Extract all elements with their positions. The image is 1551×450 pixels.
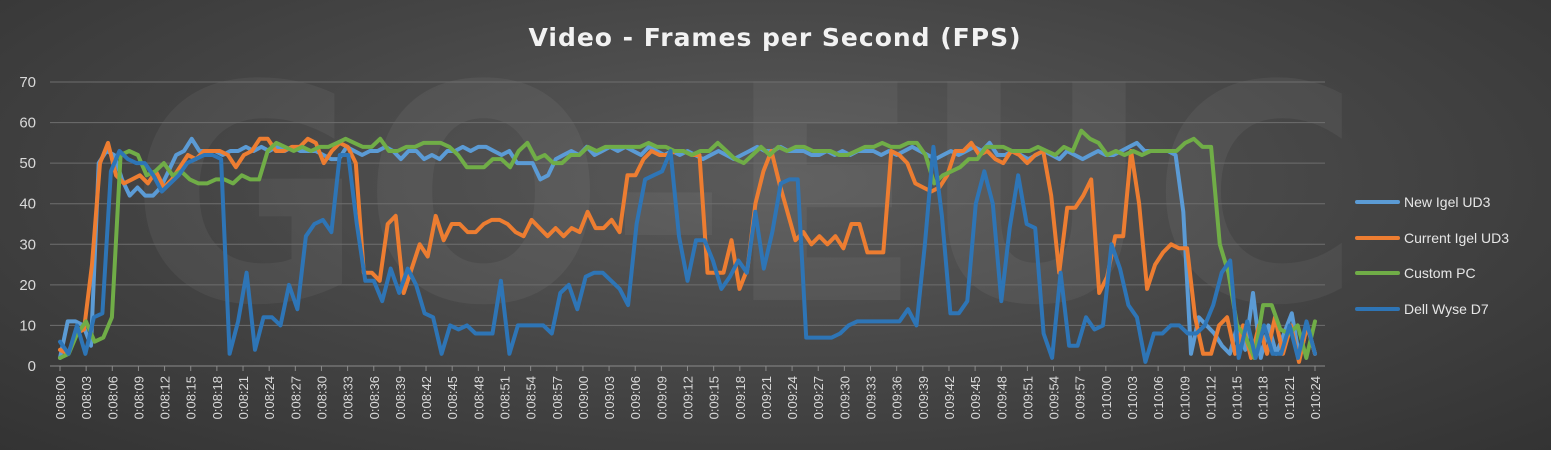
x-tick-label: 0:09:48 xyxy=(994,376,1009,419)
x-tick-label: 0:08:27 xyxy=(288,376,303,419)
x-tick-label: 0:09:27 xyxy=(811,376,826,419)
x-tick-label: 0:08:18 xyxy=(210,376,225,419)
chart-title: Video - Frames per Second (FPS) xyxy=(528,23,1021,52)
x-tick-label: 0:08:09 xyxy=(131,376,146,419)
y-tick-label: 60 xyxy=(19,115,36,132)
y-tick-label: 40 xyxy=(19,196,36,213)
x-tick-label: 0:10:06 xyxy=(1151,376,1166,419)
x-axis-ticks: 0:08:00 0:08:03 0:08:06 0:08:09 0:08:12 0:08:… xyxy=(53,366,1323,419)
x-tick-label: 0:09:45 xyxy=(968,376,983,419)
x-tick-label: 0:08:48 xyxy=(471,376,486,419)
x-tick-label: 0:09:30 xyxy=(837,376,852,419)
x-tick-label: 0:08:54 xyxy=(524,376,539,419)
y-tick-label: 70 xyxy=(19,74,36,91)
x-tick-label: 0:10:00 xyxy=(1099,376,1114,419)
y-tick-label: 20 xyxy=(19,277,36,294)
x-tick-label: 0:08:12 xyxy=(158,376,173,419)
x-tick-label: 0:10:03 xyxy=(1125,376,1140,419)
legend-label: Current Igel UD3 xyxy=(1404,230,1509,246)
x-tick-label: 0:09:00 xyxy=(576,376,591,419)
x-tick-label: 0:09:12 xyxy=(681,376,696,419)
x-tick-label: 0:10:15 xyxy=(1230,376,1245,419)
x-tick-label: 0:08:15 xyxy=(184,376,199,419)
series-lines xyxy=(58,128,1317,364)
x-tick-label: 0:09:06 xyxy=(628,376,643,419)
series-line-dell-wyse-d7 xyxy=(58,144,1317,364)
x-tick-label: 0:10:18 xyxy=(1256,376,1271,419)
legend-label: Dell Wyse D7 xyxy=(1404,301,1489,317)
x-tick-label: 0:09:09 xyxy=(654,376,669,419)
y-tick-label: 10 xyxy=(19,317,36,334)
x-tick-label: 0:09:42 xyxy=(942,376,957,419)
x-tick-label: 0:09:39 xyxy=(916,376,931,419)
legend-label: Custom PC xyxy=(1404,265,1476,281)
y-tick-label: 50 xyxy=(19,155,36,172)
x-tick-label: 0:09:24 xyxy=(785,376,800,419)
legend-label: New Igel UD3 xyxy=(1404,194,1491,210)
series-line-custom-pc xyxy=(58,128,1317,360)
x-tick-label: 0:09:21 xyxy=(759,376,774,419)
x-tick-label: 0:08:45 xyxy=(445,376,460,419)
x-tick-label: 0:10:09 xyxy=(1177,376,1192,419)
x-tick-label: 0:08:36 xyxy=(367,376,382,419)
x-tick-label: 0:08:30 xyxy=(314,376,329,419)
x-tick-label: 0:09:57 xyxy=(1073,376,1088,419)
x-tick-label: 0:08:24 xyxy=(262,376,277,419)
x-tick-label: 0:08:42 xyxy=(419,376,434,419)
watermark: GO-EUC xyxy=(130,22,1360,371)
x-tick-label: 0:09:33 xyxy=(864,376,879,419)
x-tick-label: 0:10:24 xyxy=(1308,376,1323,419)
x-tick-label: 0:09:51 xyxy=(1020,376,1035,419)
x-tick-label: 0:08:39 xyxy=(393,376,408,419)
y-tick-label: 0 xyxy=(28,358,36,375)
x-tick-label: 0:09:18 xyxy=(733,376,748,419)
x-tick-label: 0:10:12 xyxy=(1203,376,1218,419)
x-tick-label: 0:08:57 xyxy=(550,376,565,419)
legend: New Igel UD3 Current Igel UD3 Custom PC Del… xyxy=(1355,194,1509,317)
x-tick-label: 0:08:51 xyxy=(497,376,512,419)
x-tick-label: 0:08:33 xyxy=(341,376,356,419)
y-axis-ticks: 0 10 20 30 40 50 60 70 xyxy=(19,74,36,375)
y-tick-label: 30 xyxy=(19,236,36,253)
x-tick-label: 0:09:15 xyxy=(707,376,722,419)
x-tick-label: 0:08:03 xyxy=(79,376,94,419)
x-tick-label: 0:09:54 xyxy=(1047,376,1062,419)
x-tick-label: 0:08:21 xyxy=(236,376,251,419)
x-tick-label: 0:09:36 xyxy=(890,376,905,419)
x-tick-label: 0:08:00 xyxy=(53,376,68,419)
x-tick-label: 0:10:21 xyxy=(1282,376,1297,419)
x-tick-label: 0:09:03 xyxy=(602,376,617,419)
x-tick-label: 0:08:06 xyxy=(105,376,120,419)
